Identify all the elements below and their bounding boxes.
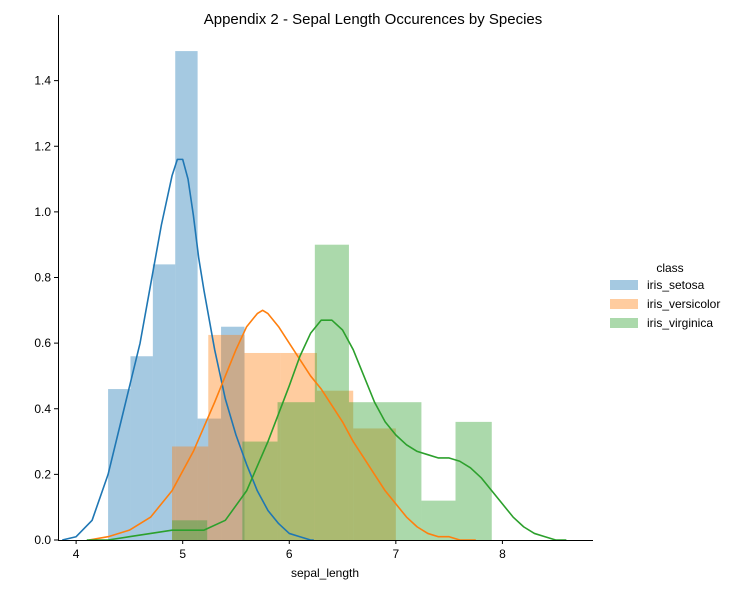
hist-bar-iris-versicolor-4: [316, 390, 354, 540]
hist-bar-iris-virginica-2: [277, 402, 315, 540]
hist-bar-iris-virginica-4: [348, 402, 422, 540]
histogram-bars: [108, 51, 492, 541]
hist-bar-iris-versicolor-5: [353, 428, 396, 540]
kde-line-iris-versicolor: [88, 309, 476, 541]
legend-label-iris-versicolor: iris_versicolor: [647, 297, 720, 311]
legend-swatch-iris-setosa: [610, 280, 638, 290]
x-tick-label: 5: [179, 547, 186, 561]
legend-title: class: [656, 261, 683, 275]
kde-curves: [62, 158, 567, 541]
kde-line-iris-setosa: [62, 158, 314, 541]
y-tick-label: 1.4: [34, 74, 51, 88]
y-tick-label: 0.2: [34, 467, 51, 481]
x-axis-ticks: 4 5 6 7 8: [73, 540, 506, 561]
chart-title: Appendix 2 - Sepal Length Occurences by …: [204, 11, 543, 28]
y-tick-label: 0.0: [34, 533, 51, 547]
y-tick-label: 1.0: [34, 205, 51, 219]
kde-line-iris-virginica: [86, 319, 567, 541]
hist-bar-iris-setosa-2: [152, 264, 176, 540]
x-tick-label: 6: [286, 547, 293, 561]
y-axis-ticks: 0.0 0.2 0.4 0.6 0.8 1.0 1.2 1.4: [34, 74, 58, 547]
x-tick-label: 4: [73, 547, 80, 561]
hist-bar-iris-versicolor-1: [208, 334, 245, 540]
hist-bar-iris-setosa-3: [175, 51, 198, 541]
hist-bar-iris-setosa-0: [108, 389, 131, 540]
legend: class iris_setosa iris_versicolor iris_vir…: [610, 261, 720, 330]
hist-bar-iris-setosa-4: [197, 418, 222, 540]
hist-bar-iris-virginica-3: [314, 244, 349, 540]
hist-bar-iris-versicolor-3: [280, 352, 317, 540]
hist-bar-iris-versicolor-2: [244, 352, 281, 540]
hist-bar-iris-setosa-1: [130, 356, 153, 540]
hist-bar-iris-setosa-5: [221, 326, 245, 540]
legend-swatch-iris-versicolor: [610, 299, 638, 309]
y-tick-label: 0.4: [34, 402, 51, 416]
y-tick-label: 0.8: [34, 271, 51, 285]
hist-bar-iris-virginica-1: [242, 441, 278, 540]
y-tick-label: 1.2: [34, 139, 51, 153]
x-axis-label: sepal_length: [291, 566, 359, 580]
hist-bar-iris-virginica-6: [455, 421, 492, 541]
x-tick-label: 8: [499, 547, 506, 561]
hist-bar-iris-versicolor-0: [172, 446, 209, 540]
legend-swatch-iris-virginica: [610, 318, 638, 328]
hist-bar-iris-virginica-5: [421, 500, 456, 541]
legend-label-iris-virginica: iris_virginica: [647, 316, 713, 330]
x-tick-label: 7: [392, 547, 399, 561]
y-tick-label: 0.6: [34, 336, 51, 350]
legend-label-iris-setosa: iris_setosa: [647, 278, 705, 292]
